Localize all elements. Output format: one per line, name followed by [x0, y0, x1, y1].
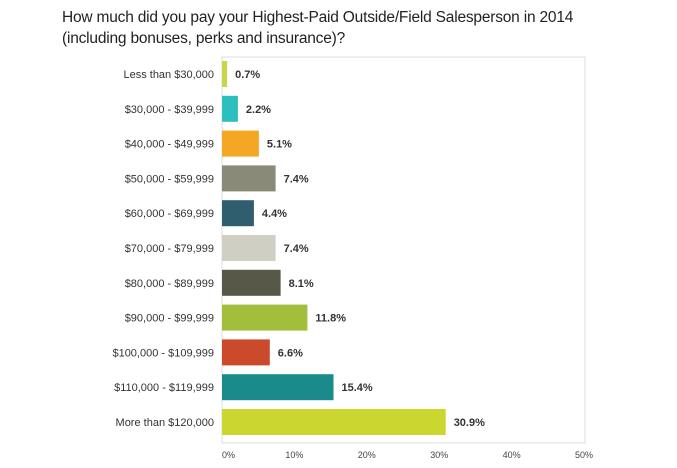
value-labels: 0.7% 2.2% 5.1% 7.4% 4.4% 7.4% 8.1% 11.8% 6.6% 15.…	[235, 69, 485, 429]
category-label-0: Less than $30,000	[123, 69, 214, 81]
value-label-0: 0.7%	[235, 69, 260, 81]
value-label-4: 4.4%	[262, 208, 287, 220]
x-axis: 0% 10% 20% 30% 40% 50%	[222, 450, 593, 460]
chart-title-line-1: How much did you pay your Highest-Paid O…	[62, 9, 574, 26]
x-tick-label-0: 0%	[222, 450, 235, 460]
category-label-9: $110,000 - $119,999	[114, 382, 214, 394]
value-label-9: 15.4%	[342, 382, 373, 394]
chart-title-line-2: (including bonuses, perks and insurance)…	[62, 30, 346, 47]
bar-1	[222, 95, 238, 122]
category-label-2: $40,000 - $49,999	[125, 139, 214, 151]
category-label-1: $30,000 - $39,999	[125, 104, 214, 116]
category-label-8: $100,000 - $109,999	[112, 347, 214, 359]
bar-4	[222, 200, 254, 227]
category-label-4: $60,000 - $69,999	[125, 208, 214, 220]
bars-group	[222, 61, 446, 435]
bar-8	[222, 339, 270, 366]
x-tick-label-1: 10%	[285, 450, 303, 460]
value-label-5: 7.4%	[284, 243, 309, 255]
value-label-10: 30.9%	[454, 417, 485, 429]
bar-6	[222, 269, 281, 296]
value-label-8: 6.6%	[278, 347, 303, 359]
value-label-6: 8.1%	[289, 278, 314, 290]
value-label-7: 11.8%	[315, 313, 346, 325]
bar-5	[222, 235, 276, 261]
category-label-5: $70,000 - $79,999	[125, 243, 214, 255]
category-label-7: $90,000 - $99,999	[125, 313, 214, 325]
bar-10	[222, 409, 446, 435]
chart-title: How much did you pay your Highest-Paid O…	[62, 7, 662, 49]
value-label-1: 2.2%	[246, 104, 271, 116]
value-label-2: 5.1%	[267, 139, 292, 151]
bar-9	[222, 374, 334, 401]
bar-7	[222, 304, 308, 331]
x-tick-label-2: 20%	[358, 450, 376, 460]
value-label-3: 7.4%	[284, 173, 309, 185]
bar-0	[222, 61, 228, 87]
category-labels: Less than $30,000 $30,000 - $39,999 $40,00…	[112, 69, 214, 429]
bar-3	[222, 165, 276, 192]
category-label-10: More than $120,000	[116, 417, 214, 429]
category-label-6: $80,000 - $89,999	[125, 278, 214, 290]
bar-2	[222, 130, 259, 157]
x-tick-label-5: 50%	[575, 450, 593, 460]
x-tick-label-4: 40%	[503, 450, 521, 460]
x-tick-label-3: 30%	[430, 450, 448, 460]
category-label-3: $50,000 - $59,999	[125, 173, 214, 185]
